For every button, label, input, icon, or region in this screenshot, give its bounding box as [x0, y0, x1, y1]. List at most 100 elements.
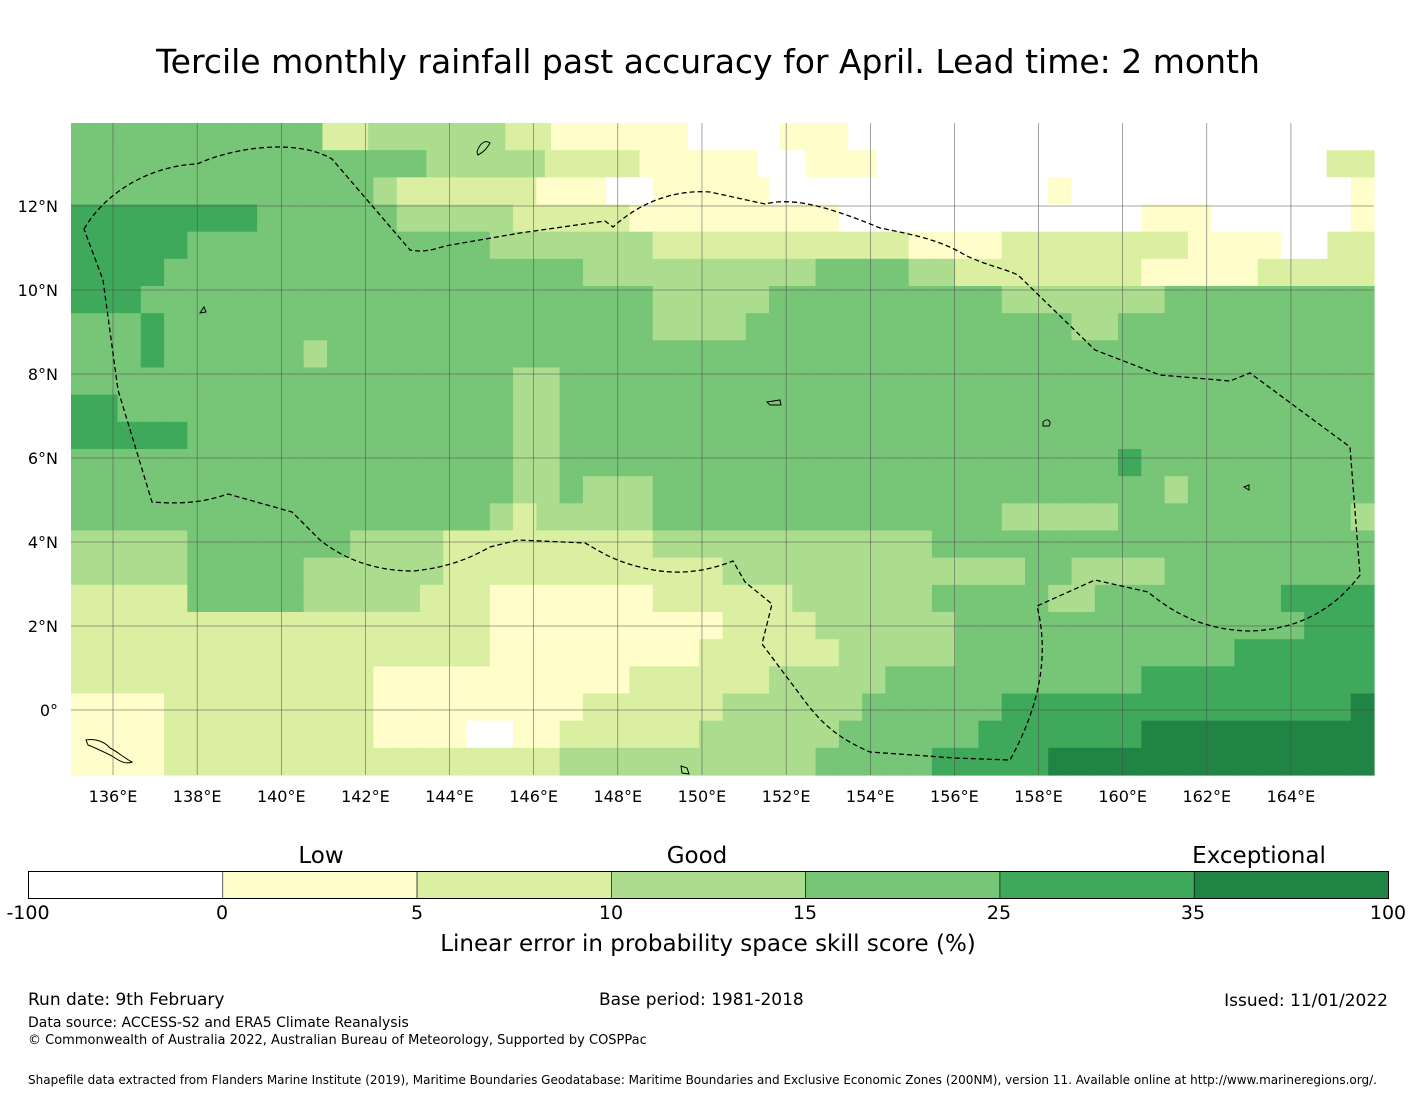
grid-cell	[1280, 340, 1305, 369]
grid-cell	[140, 503, 165, 532]
grid-cell	[536, 394, 561, 423]
grid-cell	[629, 747, 654, 776]
grid-cell	[885, 313, 910, 341]
grid-cell	[1094, 449, 1119, 477]
grid-cell	[233, 639, 258, 667]
grid-cell	[94, 421, 119, 450]
grid-cell	[978, 747, 1003, 776]
grid-cell	[140, 204, 165, 233]
grid-cell	[1327, 666, 1352, 695]
grid-cell	[489, 367, 514, 396]
longitude-tick-label: 150°E	[678, 787, 727, 806]
grid-cell	[885, 747, 910, 776]
grid-cell	[396, 231, 421, 260]
grid-cell	[1280, 476, 1305, 504]
grid-cell	[117, 530, 142, 559]
grid-cell	[1048, 177, 1073, 206]
grid-cell	[466, 747, 491, 776]
grid-cell	[838, 231, 863, 260]
grid-cell	[1211, 666, 1235, 695]
grid-cell	[350, 258, 375, 287]
grid-cell	[606, 476, 631, 504]
grid-cell	[1211, 584, 1235, 613]
grid-cell	[443, 584, 468, 613]
grid-cell	[699, 720, 724, 749]
grid-cell	[1280, 584, 1305, 613]
grid-cell	[908, 313, 933, 341]
grid-cell	[606, 367, 631, 396]
grid-cell	[466, 204, 491, 233]
grid-cell	[71, 421, 95, 450]
grid-cell	[745, 177, 770, 206]
grid-cell	[1304, 258, 1329, 287]
grid-cell	[559, 476, 584, 504]
grid-cell	[838, 503, 863, 532]
grid-cell	[257, 747, 282, 776]
colorbar-tick: 25	[986, 902, 1012, 924]
grid-cell	[260, 150, 285, 178]
grid-cell	[303, 231, 328, 260]
grid-cell	[1234, 231, 1259, 260]
grid-cell	[326, 557, 351, 586]
grid-cell	[1048, 449, 1073, 477]
grid-cell	[885, 693, 910, 722]
grid-cell	[745, 503, 770, 532]
grid-cell	[303, 720, 328, 749]
grid-cell	[1327, 286, 1352, 314]
grid-cell	[1094, 530, 1119, 559]
grid-cell	[436, 123, 461, 151]
grid-cell	[505, 123, 529, 151]
grid-cell	[187, 204, 212, 233]
grid-cell	[1304, 231, 1329, 260]
grid-cell	[326, 693, 351, 722]
grid-cell	[94, 584, 119, 613]
grid-cell	[699, 394, 724, 423]
grid-cell	[908, 476, 933, 504]
grid-cell	[582, 394, 607, 423]
grid-cell	[978, 666, 1003, 695]
grid-cell	[280, 557, 305, 586]
grid-cell	[140, 666, 165, 695]
grid-cell	[117, 449, 142, 477]
grid-cell	[513, 367, 537, 396]
grid-cell	[1234, 747, 1259, 776]
grid-cell	[326, 720, 351, 749]
grid-cell	[326, 666, 351, 695]
grid-cell	[596, 123, 621, 151]
grid-cell	[642, 123, 666, 151]
grid-cell	[1211, 530, 1235, 559]
grid-cell	[94, 204, 119, 233]
grid-cell	[187, 231, 212, 260]
grid-cell	[606, 258, 631, 287]
grid-cell	[1305, 123, 1329, 151]
grid-cell	[1053, 123, 1078, 151]
grid-cell	[396, 258, 421, 287]
grid-cell	[1048, 666, 1073, 695]
grid-cell	[745, 258, 770, 287]
grid-cell	[303, 530, 328, 559]
grid-cell	[985, 123, 1009, 151]
grid-cell	[164, 530, 188, 559]
grid-cell	[815, 747, 840, 776]
grid-cell	[1024, 639, 1049, 667]
grid-cell	[1048, 720, 1073, 749]
grid-cell	[885, 449, 910, 477]
grid-cell	[1001, 747, 1026, 776]
grid-cell	[326, 449, 351, 477]
run-date: Run date: 9th February	[28, 990, 225, 1010]
grid-cell	[1280, 177, 1305, 206]
grid-cell	[1257, 720, 1282, 749]
grid-cell	[513, 639, 537, 667]
grid-cell	[745, 231, 770, 260]
grid-cell	[233, 258, 258, 287]
grid-cell	[1327, 557, 1352, 586]
grid-cell	[745, 204, 770, 233]
grid-cell	[210, 177, 235, 206]
colorbar-tick: 100	[1369, 902, 1407, 924]
grid-cell	[280, 340, 305, 369]
grid-cell	[885, 204, 910, 233]
grid-cell	[1118, 286, 1142, 314]
grid-cell	[699, 557, 724, 586]
grid-cell	[606, 421, 631, 450]
grid-cell	[489, 720, 514, 749]
